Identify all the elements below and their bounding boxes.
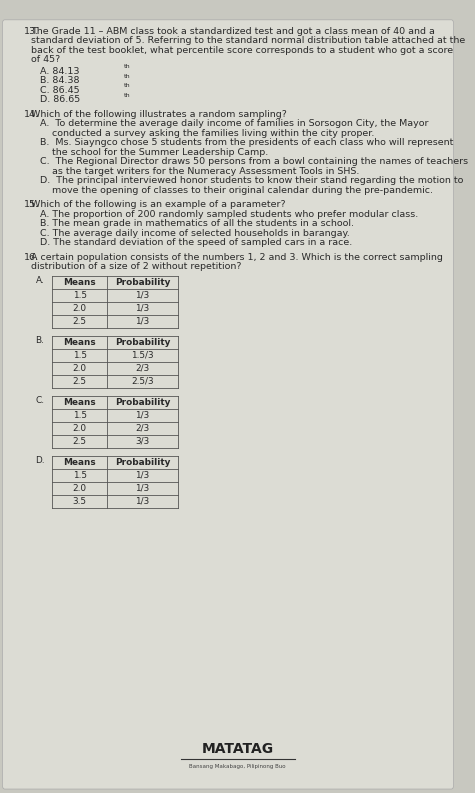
Text: 2.5: 2.5	[73, 317, 86, 326]
Text: 1.5: 1.5	[73, 471, 86, 480]
Text: 1.5: 1.5	[73, 291, 86, 300]
Text: Means: Means	[63, 398, 96, 407]
Text: Means: Means	[63, 458, 96, 467]
Text: as the target writers for the Numeracy Assessment Tools in SHS.: as the target writers for the Numeracy A…	[52, 167, 360, 176]
Text: Means: Means	[63, 278, 96, 287]
Text: Which of the following is an example of a parameter?: Which of the following is an example of …	[31, 201, 285, 209]
Text: Probability: Probability	[115, 278, 170, 287]
Text: D.  The principal interviewed honor students to know their stand regarding the m: D. The principal interviewed honor stude…	[40, 177, 464, 186]
Text: 13.: 13.	[24, 27, 39, 36]
Text: 2/3: 2/3	[135, 364, 150, 373]
Text: B.: B.	[36, 336, 45, 345]
Text: 1.5/3: 1.5/3	[131, 351, 154, 360]
Text: 3.5: 3.5	[73, 497, 86, 506]
Text: of 45?: of 45?	[31, 56, 60, 64]
Text: 1/3: 1/3	[135, 471, 150, 480]
Text: 1/3: 1/3	[135, 484, 150, 493]
Text: 16.: 16.	[24, 253, 39, 262]
Text: 2.5: 2.5	[73, 377, 86, 386]
Text: th: th	[124, 93, 131, 98]
Text: C.  The Regional Director draws 50 persons from a bowl containing the names of t: C. The Regional Director draws 50 person…	[40, 158, 468, 167]
Text: 2.0: 2.0	[73, 484, 86, 493]
Text: distribution of a size of 2 without repetition?: distribution of a size of 2 without repe…	[31, 262, 241, 271]
Text: 2.0: 2.0	[73, 364, 86, 373]
Text: C.: C.	[36, 396, 45, 405]
Text: 2.5/3: 2.5/3	[131, 377, 154, 386]
Text: A certain population consists of the numbers 1, 2 and 3. Which is the correct sa: A certain population consists of the num…	[31, 253, 443, 262]
Text: 1.5: 1.5	[73, 351, 86, 360]
Text: conducted a survey asking the families living within the city proper.: conducted a survey asking the families l…	[52, 129, 375, 138]
Text: 1/3: 1/3	[135, 291, 150, 300]
Text: th: th	[124, 74, 131, 79]
Text: the school for the Summer Leadership Camp.: the school for the Summer Leadership Cam…	[52, 148, 268, 157]
Text: 1/3: 1/3	[135, 411, 150, 420]
Text: move the opening of classes to their original calendar during the pre-pandemic.: move the opening of classes to their ori…	[52, 186, 433, 195]
Text: 3/3: 3/3	[135, 437, 150, 446]
Text: C. The average daily income of selected households in barangay.: C. The average daily income of selected …	[40, 229, 350, 238]
Text: The Grade 11 – ABM class took a standardized test and got a class mean of 40 and: The Grade 11 – ABM class took a standard…	[31, 27, 435, 36]
Text: A. The proportion of 200 randomly sampled students who prefer modular class.: A. The proportion of 200 randomly sample…	[40, 210, 418, 219]
Text: back of the test booklet, what percentile score corresponds to a student who got: back of the test booklet, what percentil…	[31, 46, 453, 55]
Text: B. The mean grade in mathematics of all the students in a school.: B. The mean grade in mathematics of all …	[40, 220, 354, 228]
Text: B.  Ms. Siayngco chose 5 students from the presidents of each class who will rep: B. Ms. Siayngco chose 5 students from th…	[40, 139, 454, 147]
Text: A.  To determine the average daily income of families in Sorsogon City, the Mayo: A. To determine the average daily income…	[40, 120, 429, 128]
Text: th: th	[124, 64, 131, 70]
Text: 2.0: 2.0	[73, 304, 86, 313]
Text: Probability: Probability	[115, 458, 170, 467]
Text: D. 86.65: D. 86.65	[40, 95, 81, 105]
Text: 2/3: 2/3	[135, 424, 150, 433]
Text: C. 86.45: C. 86.45	[40, 86, 80, 95]
Text: D.: D.	[36, 456, 45, 465]
Text: Which of the following illustrates a random sampling?: Which of the following illustrates a ran…	[31, 110, 287, 119]
Text: B. 84.38: B. 84.38	[40, 76, 80, 86]
Text: Probability: Probability	[115, 338, 170, 347]
Text: 2.5: 2.5	[73, 437, 86, 446]
Text: 1.5: 1.5	[73, 411, 86, 420]
Text: Probability: Probability	[115, 398, 170, 407]
Text: Means: Means	[63, 338, 96, 347]
Text: 2.0: 2.0	[73, 424, 86, 433]
Text: 1/3: 1/3	[135, 317, 150, 326]
Text: 1/3: 1/3	[135, 304, 150, 313]
Text: MATATAG: MATATAG	[201, 742, 274, 757]
Text: 15.: 15.	[24, 201, 39, 209]
Text: D. The standard deviation of the speed of sampled cars in a race.: D. The standard deviation of the speed o…	[40, 239, 352, 247]
Text: 14.: 14.	[24, 110, 39, 119]
FancyBboxPatch shape	[2, 20, 454, 789]
Text: th: th	[124, 83, 131, 89]
Text: A.: A.	[36, 276, 44, 285]
Text: standard deviation of 5. Referring to the standard normal distribution table att: standard deviation of 5. Referring to th…	[31, 36, 465, 45]
Text: 1/3: 1/3	[135, 497, 150, 506]
Text: A. 84.13: A. 84.13	[40, 67, 80, 76]
Text: Bansang Makabago, Pilipinong Buo: Bansang Makabago, Pilipinong Buo	[189, 764, 286, 769]
